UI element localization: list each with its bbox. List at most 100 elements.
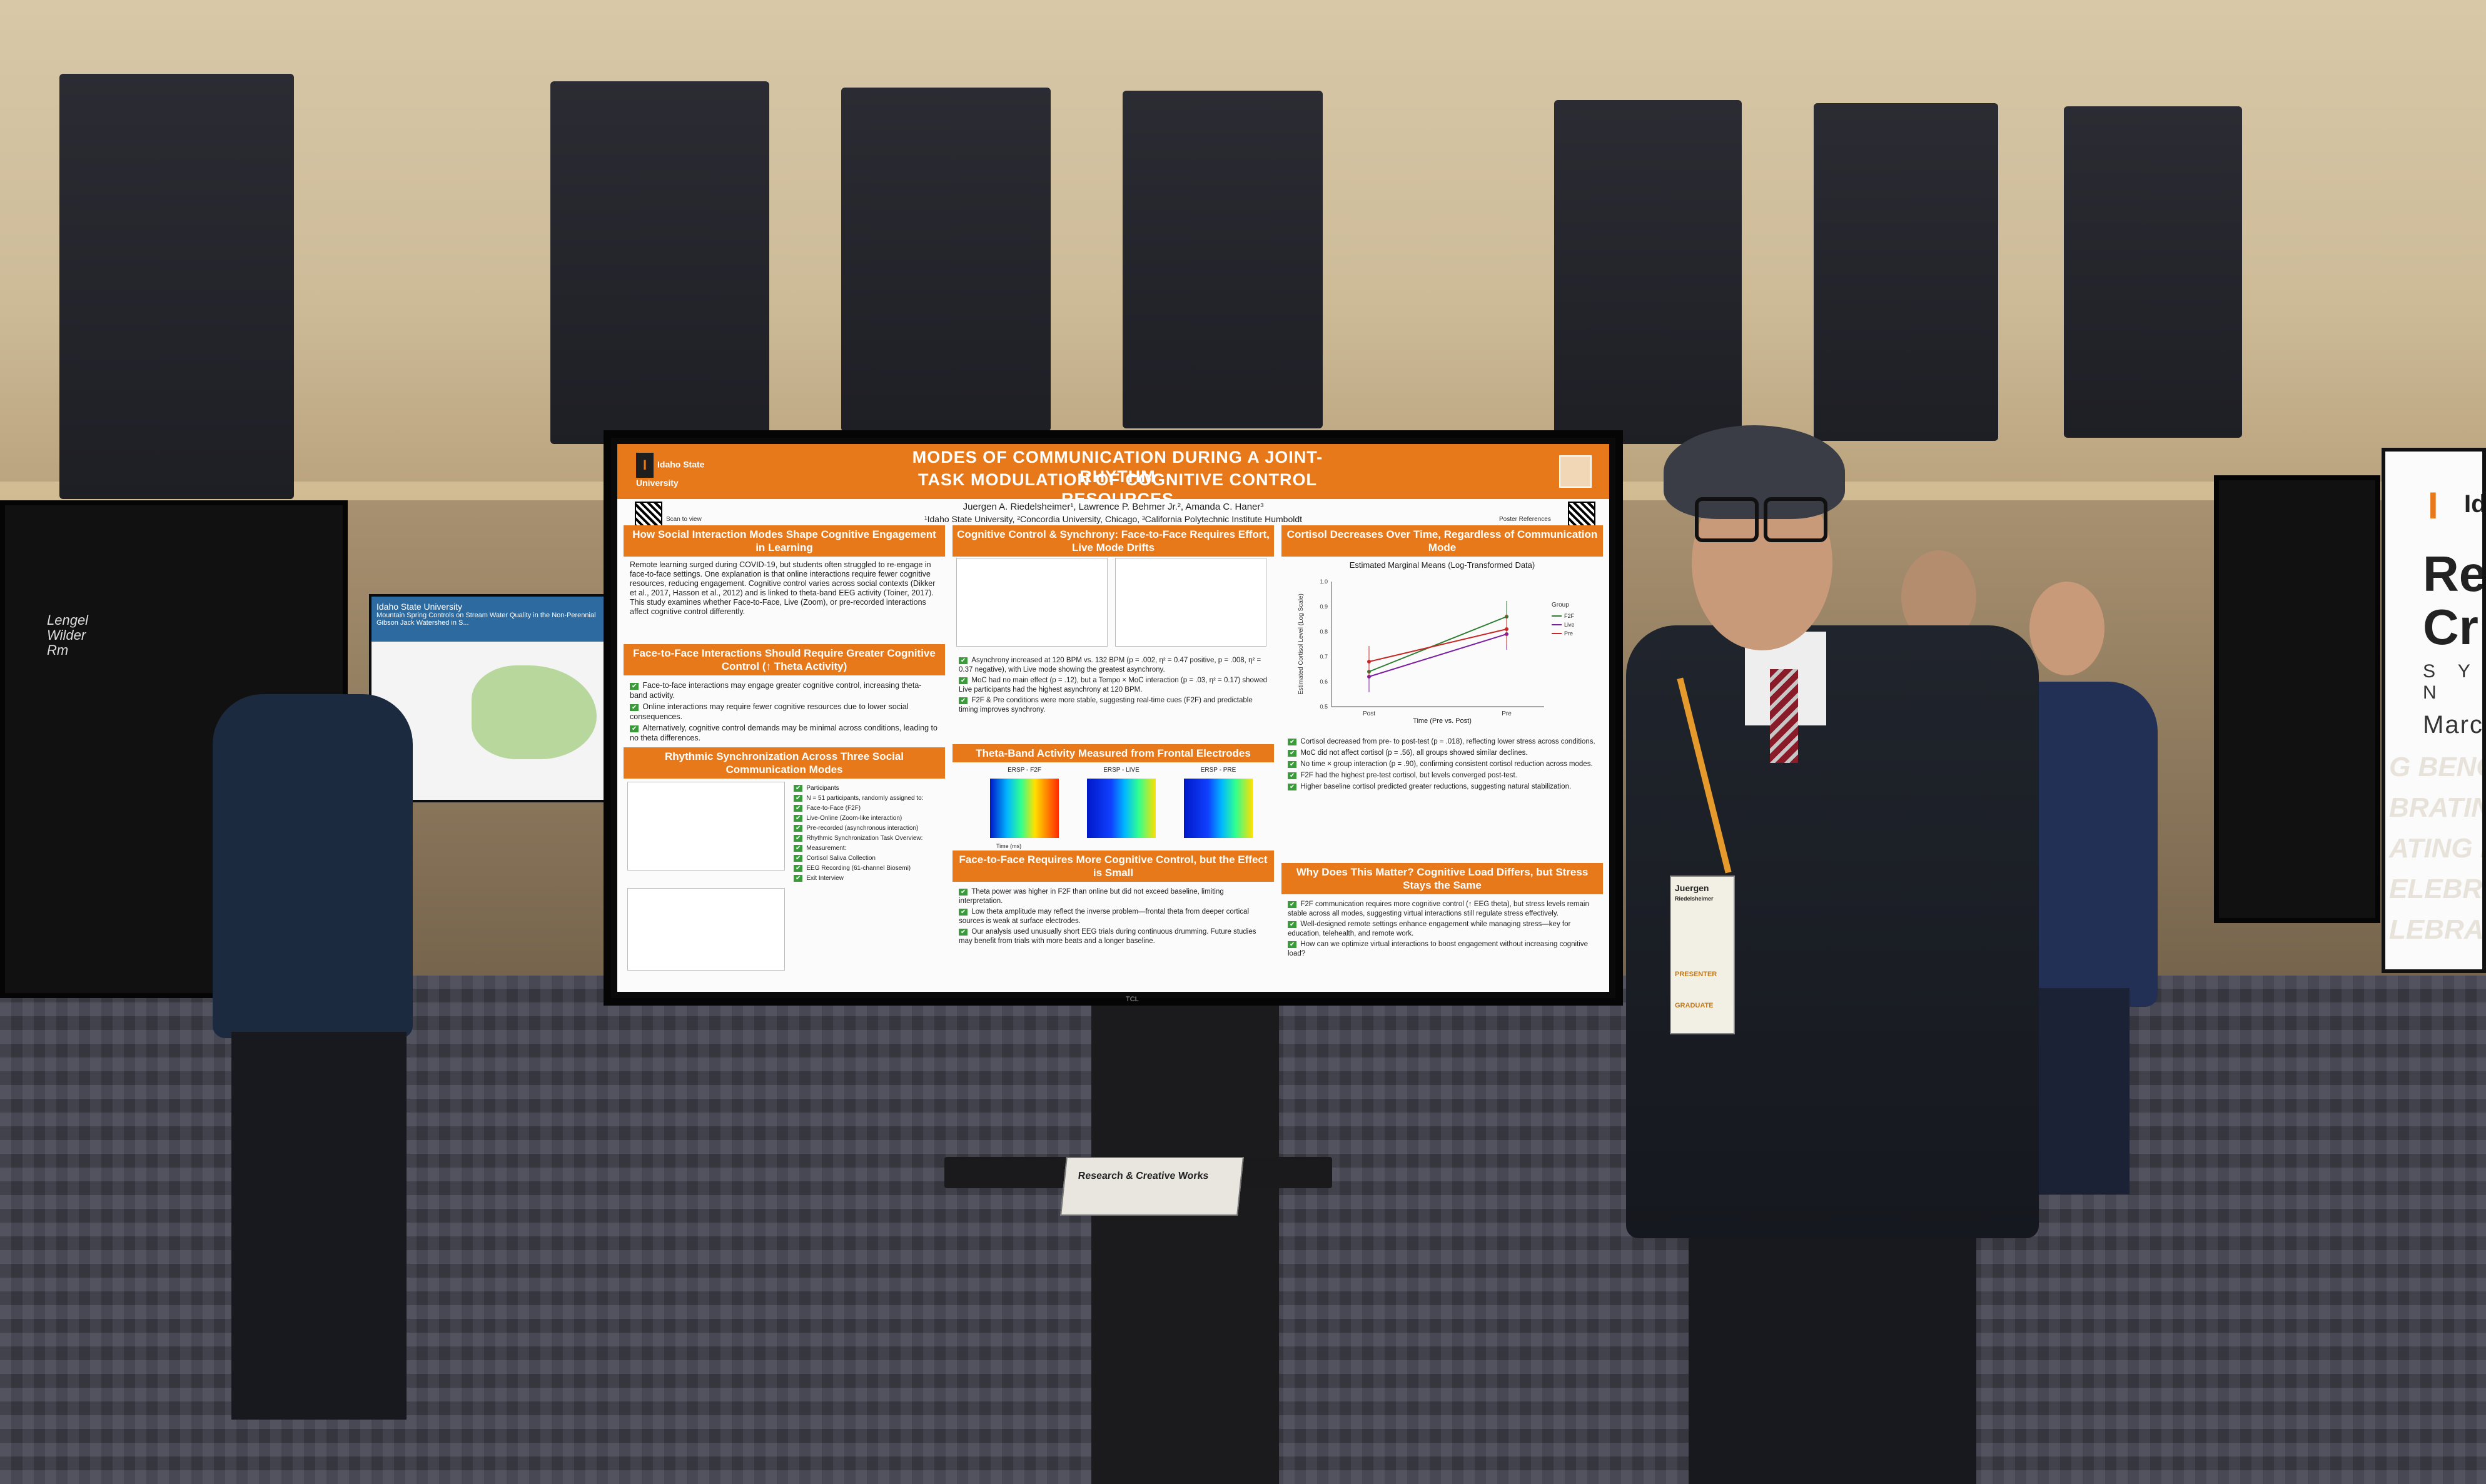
methods-item: Cortisol Saliva Collection: [794, 854, 937, 862]
sync-item: F2F & Pre conditions were more stable, s…: [959, 696, 1268, 714]
legend-entry: Pre: [1564, 630, 1573, 637]
acoustic-panel: [2064, 106, 2242, 438]
monitor-stand: [1091, 1001, 1279, 1484]
methods-item: Pre-recorded (asynchronous interaction): [794, 824, 937, 832]
section-heading: Face-to-Face Interactions Should Require…: [624, 644, 945, 675]
section-body: Remote learning surged during COVID-19, …: [630, 560, 936, 616]
banner-word: Cr: [2423, 599, 2478, 655]
waveform-figure: [627, 888, 785, 971]
section-heading: Cognitive Control & Synchrony: Face-to-F…: [952, 525, 1274, 557]
section-heading: How Social Interaction Modes Shape Cogni…: [624, 525, 945, 557]
section-heading: Rhythmic Synchronization Across Three So…: [624, 747, 945, 779]
poster-title-line1: MODES OF COMMUNICATION DURING A JOINT-RH…: [912, 448, 1323, 486]
cortisol-item: F2F had the highest pre-test cortisol, b…: [1288, 771, 1597, 780]
y-tick-label: 1.0: [1320, 578, 1328, 585]
methods-list: Participants N = 51 participants, random…: [787, 779, 944, 888]
acoustic-panel: [550, 81, 769, 444]
cortisol-x-label: Time (Pre vs. Post): [1413, 717, 1472, 725]
y-axis-label: Estimated Cortisol Level (Log Scale): [1298, 593, 1305, 695]
boxplot-figure: [956, 558, 1108, 647]
boxplot-figure: [1115, 558, 1266, 647]
y-tick-label: 0.7: [1320, 654, 1328, 660]
qr-label: Scan to view: [666, 516, 702, 523]
ersp-label: ERSP - F2F: [1008, 767, 1041, 774]
y-tick-label: 0.6: [1320, 679, 1328, 685]
handwriting-line: Wilder: [47, 627, 86, 643]
event-banner: I Ida Re Cr S Y N March G BENGAL D BRATI…: [2382, 448, 2486, 973]
poster-affiliations: ¹Idaho State University, ²Concordia Univ…: [924, 514, 1303, 524]
banner-faint-text: LEBRATING: [2389, 914, 2482, 945]
methods-item: Exit Interview: [794, 874, 937, 882]
right-monitor: [2214, 475, 2380, 923]
conclusion-item: F2F communication requires more cognitiv…: [1288, 900, 1597, 918]
theta-item: Our analysis used unusually short EEG tr…: [959, 927, 1268, 946]
background-poster-title: Mountain Spring Controls on Stream Water…: [376, 612, 596, 627]
hypothesis-item: Face-to-face interactions may engage gre…: [630, 681, 939, 700]
handwritten-note: Lengel Wilder Rm: [47, 613, 88, 658]
section-heading: Why Does This Matter? Cognitive Load Dif…: [1281, 863, 1603, 894]
acoustic-panel: [1814, 103, 1998, 441]
program-booklet: Research & Creative Works: [1060, 1157, 1244, 1216]
cortisol-item: MoC did not affect cortisol (p = .56), a…: [1288, 749, 1597, 758]
handwriting-line: Lengel: [47, 612, 89, 628]
task-diagram: [627, 782, 785, 871]
poster-column-2: Cognitive Control & Synchrony: Face-to-F…: [952, 525, 1274, 985]
cortisol-item: No time × group interaction (p = .90), c…: [1288, 760, 1597, 769]
heatmap-live: [1087, 779, 1156, 838]
badge-line: Juergen: [1675, 883, 1709, 893]
poster-column-3: Cortisol Decreases Over Time, Regardless…: [1281, 525, 1603, 985]
section-heading: Face-to-Face Requires More Cognitive Con…: [952, 851, 1274, 882]
ersp-label: ERSP - LIVE: [1103, 767, 1139, 774]
qr-code-icon: [1568, 502, 1595, 529]
poster-logo: I Idaho State University: [636, 453, 724, 488]
banner-word: Re: [2423, 546, 2486, 602]
conclusion-item: How can we optimize virtual interactions…: [1288, 940, 1597, 958]
section-body: Asynchrony increased at 120 BPM vs. 132 …: [952, 650, 1274, 720]
background-poster-institution: Idaho State University: [376, 602, 462, 612]
qr-label: Poster References: [1499, 516, 1551, 523]
monitor-brand: TCL: [1126, 996, 1139, 1003]
section-body: Face-to-face interactions may engage gre…: [624, 675, 945, 749]
sync-item: Asynchrony increased at 120 BPM vs. 132 …: [959, 656, 1268, 674]
cortisol-item: Cortisol decreased from pre- to post-tes…: [1288, 737, 1597, 747]
handwriting-line: Rm: [47, 642, 69, 658]
banner-ida: Ida: [2464, 490, 2486, 518]
methods-item: Measurement:: [794, 844, 937, 852]
section-heading: Theta-Band Activity Measured from Fronta…: [952, 744, 1274, 762]
poster-title-line2: TASK MODULATION OF COGNITIVE CONTROL RES…: [918, 470, 1317, 508]
methods-item: Participants: [794, 784, 937, 792]
y-tick-label: 0.8: [1320, 628, 1328, 635]
glasses-icon: [1764, 497, 1827, 542]
presenter-tie: [1770, 669, 1798, 763]
y-tick-label: 0.9: [1320, 603, 1328, 610]
banner-faint-text: ELEBRATING: [2389, 874, 2483, 904]
series-line-f2f: [1368, 616, 1507, 672]
theta-item: Low theta amplitude may reflect the inve…: [959, 907, 1268, 926]
ersp-label: ERSP - PRE: [1200, 767, 1236, 774]
crest-icon: [1559, 455, 1592, 488]
series-line-pre: [1368, 628, 1507, 662]
data-point: [1367, 660, 1371, 664]
theta-item: Theta power was higher in F2F than onlin…: [959, 887, 1268, 906]
hypothesis-item: Online interactions may require fewer co…: [630, 702, 939, 722]
methods-item: EEG Recording (61-channel Biosemi): [794, 864, 937, 872]
heatmap-x-label: Time (ms): [996, 843, 1022, 849]
acoustic-panel: [59, 74, 294, 499]
glasses-icon: [1695, 497, 1759, 542]
section-heading: Cortisol Decreases Over Time, Regardless…: [1281, 525, 1603, 557]
acoustic-panel: [841, 88, 1051, 432]
conclusion-item: Well-designed remote settings enhance en…: [1288, 920, 1597, 938]
main-monitor: I Idaho State University MODES OF COMMUNI…: [604, 430, 1623, 1006]
section-body: Theta power was higher in F2F than onlin…: [952, 882, 1274, 951]
acoustic-panel: [1123, 91, 1323, 428]
methods-item: Rhythmic Synchronization Task Overview:: [794, 834, 937, 842]
badge-line: PRESENTER: [1675, 971, 1717, 978]
series-line-live: [1368, 633, 1507, 677]
methods-item: N = 51 participants, randomly assigned t…: [794, 794, 937, 802]
background-poster: Idaho State University Mountain Spring C…: [369, 594, 618, 802]
heatmap-pre: [1184, 779, 1253, 838]
x-tick-label: Post: [1363, 710, 1375, 717]
university-logo-icon: I: [2428, 485, 2438, 527]
booklet-title: Research & Creative Works: [1077, 1171, 1210, 1181]
